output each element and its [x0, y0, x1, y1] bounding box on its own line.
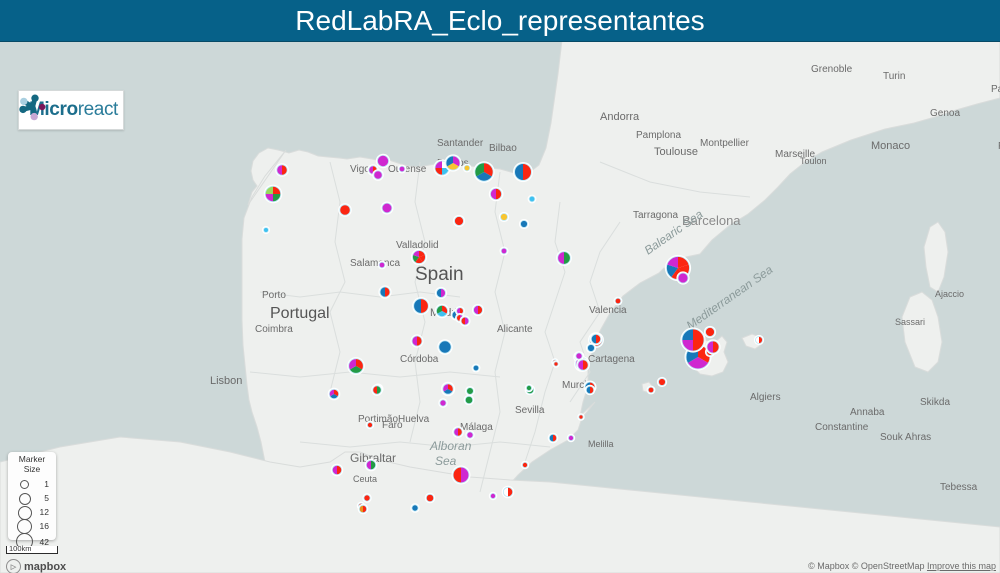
svg-text:Mediterranean Sea: Mediterranean Sea	[684, 262, 776, 332]
svg-text:Tarragona: Tarragona	[633, 210, 678, 221]
svg-text:Valencia: Valencia	[589, 305, 627, 316]
svg-text:Algiers: Algiers	[750, 392, 781, 403]
svg-text:Pamplona: Pamplona	[636, 130, 681, 141]
svg-text:Spain: Spain	[415, 264, 464, 285]
svg-text:Genoa: Genoa	[930, 108, 960, 119]
svg-text:Alboran: Alboran	[429, 439, 472, 453]
svg-text:Huelva: Huelva	[398, 414, 430, 425]
svg-text:Sea: Sea	[435, 454, 457, 468]
svg-text:Santander: Santander	[437, 138, 484, 149]
svg-text:Málaga: Málaga	[460, 422, 493, 433]
svg-text:Grenoble: Grenoble	[811, 64, 853, 75]
svg-text:Sassari: Sassari	[895, 317, 925, 327]
svg-text:Portimão: Portimão	[358, 414, 398, 425]
svg-text:Ajaccio: Ajaccio	[935, 289, 964, 299]
svg-text:Turin: Turin	[883, 71, 905, 82]
svg-text:Alicante: Alicante	[497, 324, 533, 335]
svg-text:Toulon: Toulon	[800, 156, 827, 166]
svg-text:Skikda: Skikda	[920, 397, 950, 408]
svg-text:Coimbra: Coimbra	[255, 324, 293, 335]
svg-text:Bilbao: Bilbao	[489, 143, 517, 154]
svg-text:Annaba: Annaba	[850, 407, 885, 418]
svg-text:Montpellier: Montpellier	[700, 138, 750, 149]
svg-text:Ourense: Ourense	[388, 164, 427, 175]
svg-text:Souk Ahras: Souk Ahras	[880, 432, 931, 443]
svg-text:Tebessa: Tebessa	[940, 482, 978, 493]
svg-text:Cartagena: Cartagena	[588, 354, 635, 365]
svg-text:Melilla: Melilla	[588, 439, 614, 449]
svg-text:Salamanca: Salamanca	[350, 258, 400, 269]
svg-text:Sevilla: Sevilla	[515, 405, 545, 416]
svg-text:Parma: Parma	[991, 84, 1000, 95]
svg-text:Portugal: Portugal	[270, 305, 330, 322]
svg-text:Andorra: Andorra	[600, 111, 640, 123]
svg-text:Monaco: Monaco	[871, 140, 910, 152]
svg-text:Córdoba: Córdoba	[400, 354, 439, 365]
svg-text:Lisbon: Lisbon	[210, 375, 242, 387]
svg-text:Constantine: Constantine	[815, 422, 869, 433]
svg-text:Toulouse: Toulouse	[654, 146, 698, 158]
svg-text:Porto: Porto	[262, 290, 286, 301]
svg-text:Ceuta: Ceuta	[353, 474, 377, 484]
